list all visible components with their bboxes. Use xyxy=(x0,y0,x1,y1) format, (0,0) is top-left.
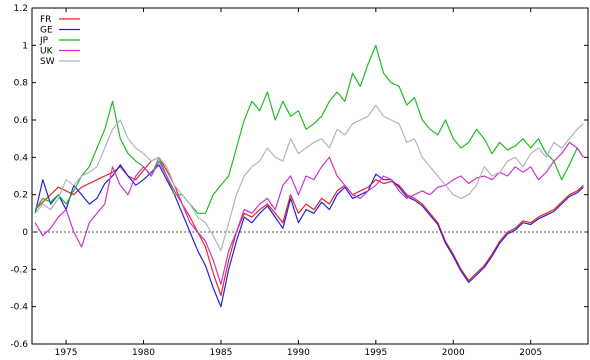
series-line-ge xyxy=(34,164,584,308)
x-tick-label: 1975 xyxy=(55,348,78,356)
y-tick-label: 1.2 xyxy=(14,4,28,14)
x-tick-label: 1980 xyxy=(132,348,155,356)
y-tick-label: -0.4 xyxy=(10,303,28,313)
x-tick-label: 1985 xyxy=(209,348,232,356)
x-tick-label: 1990 xyxy=(287,348,310,356)
legend-label-jp: JP xyxy=(39,36,49,46)
legend-label-ge: GE xyxy=(40,26,53,36)
x-tick-label: 1995 xyxy=(364,348,387,356)
legend-label-uk: UK xyxy=(40,47,54,57)
y-tick-label: 0.4 xyxy=(14,153,29,163)
y-tick-label: 0.2 xyxy=(14,191,28,201)
y-tick-label: 0 xyxy=(22,228,28,238)
y-tick-label: -0.2 xyxy=(10,265,28,275)
series-line-sw xyxy=(34,104,584,252)
plot-border xyxy=(31,7,589,345)
series-line-jp xyxy=(34,44,584,214)
y-tick-label: -0.6 xyxy=(10,340,28,350)
x-tick-label: 2000 xyxy=(442,348,465,356)
x-tick-label: 2005 xyxy=(519,348,542,356)
y-tick-label: 0.6 xyxy=(14,116,29,126)
legend-label-sw: SW xyxy=(40,57,55,67)
legend-label-fr: FR xyxy=(40,15,51,25)
y-tick-label: 0.8 xyxy=(14,79,29,89)
series-line-uk xyxy=(34,141,584,285)
y-tick-label: 1 xyxy=(22,41,28,51)
